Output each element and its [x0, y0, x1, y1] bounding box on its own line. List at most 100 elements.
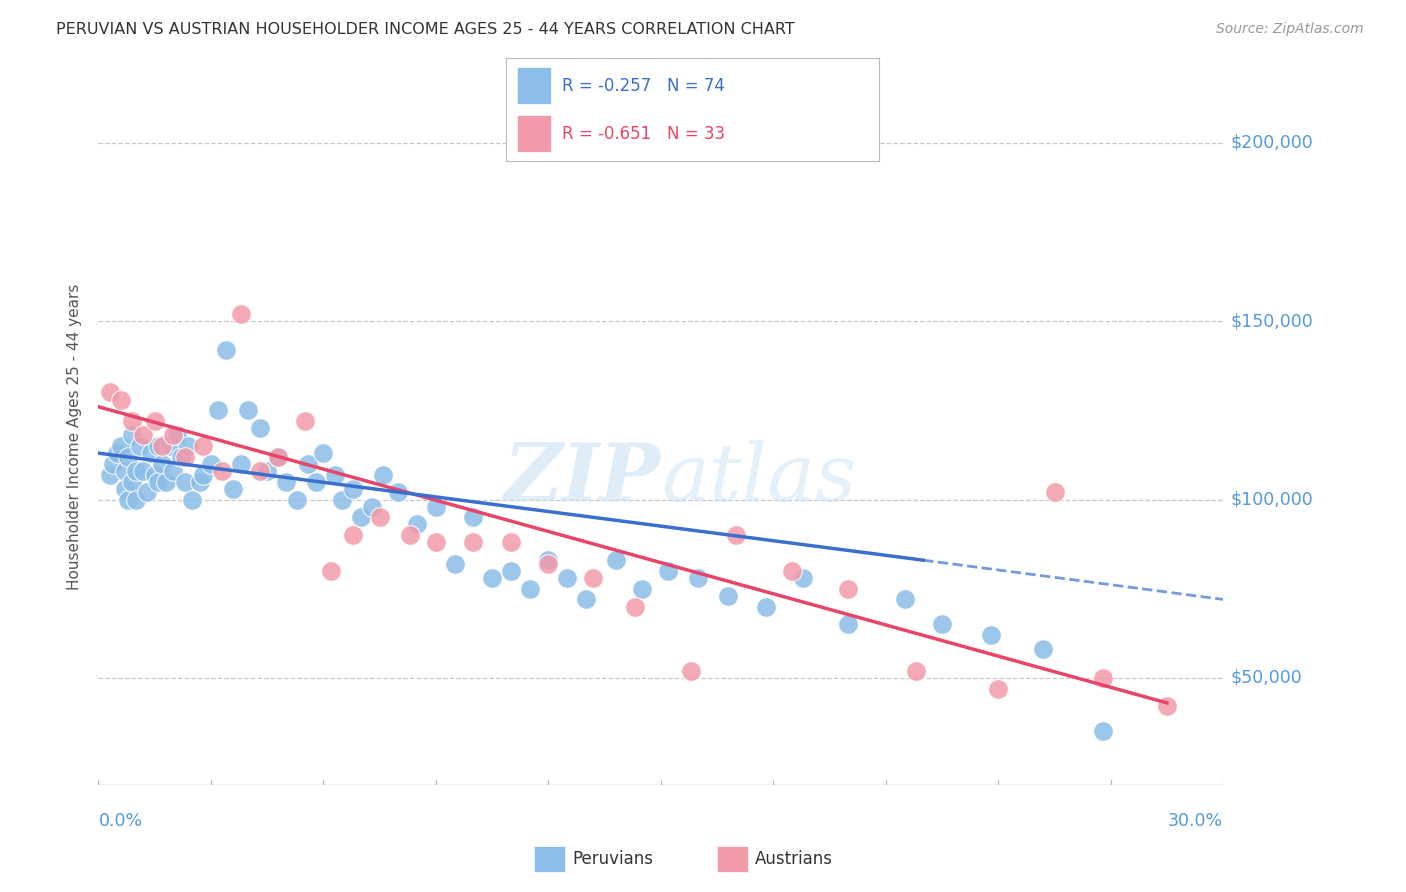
Point — [173, 475, 195, 489]
Point — [361, 500, 384, 514]
Point — [139, 446, 162, 460]
Point — [117, 492, 139, 507]
Point — [724, 528, 747, 542]
Point — [406, 517, 429, 532]
Text: $150,000: $150,000 — [1230, 312, 1313, 330]
Point — [657, 564, 679, 578]
Point — [98, 385, 121, 400]
Point — [121, 414, 143, 428]
Point — [631, 582, 654, 596]
Point — [1043, 485, 1066, 500]
Point — [267, 450, 290, 464]
Text: R = -0.257   N = 74: R = -0.257 N = 74 — [562, 77, 725, 95]
Point — [162, 464, 184, 478]
Point — [143, 467, 166, 482]
Text: PERUVIAN VS AUSTRIAN HOUSEHOLDER INCOME AGES 25 - 44 YEARS CORRELATION CHART: PERUVIAN VS AUSTRIAN HOUSEHOLDER INCOME … — [56, 22, 794, 37]
Point — [103, 457, 125, 471]
Point — [780, 564, 803, 578]
Point — [222, 482, 245, 496]
Point — [238, 403, 260, 417]
Point — [285, 492, 308, 507]
Text: $50,000: $50,000 — [1230, 669, 1302, 687]
Point — [463, 535, 485, 549]
Point — [110, 392, 132, 407]
Point — [305, 475, 328, 489]
Point — [267, 450, 290, 464]
Point — [136, 485, 159, 500]
Text: ZIP: ZIP — [503, 440, 661, 517]
Text: Peruvians: Peruvians — [572, 850, 654, 868]
Point — [837, 617, 859, 632]
Text: $100,000: $100,000 — [1230, 491, 1313, 508]
Point — [207, 403, 229, 417]
Point — [132, 464, 155, 478]
Point — [893, 592, 915, 607]
Point — [125, 492, 148, 507]
Point — [150, 457, 173, 471]
Point — [148, 475, 170, 489]
Point — [980, 628, 1002, 642]
Point — [114, 482, 136, 496]
Point — [330, 492, 353, 507]
Point — [117, 450, 139, 464]
Point — [575, 592, 598, 607]
Point — [443, 557, 465, 571]
FancyBboxPatch shape — [517, 115, 551, 153]
Point — [350, 510, 373, 524]
Text: 0.0%: 0.0% — [98, 812, 142, 830]
Point — [463, 510, 485, 524]
Y-axis label: Householder Income Ages 25 - 44 years: Householder Income Ages 25 - 44 years — [66, 284, 82, 591]
Point — [110, 439, 132, 453]
Text: Austrians: Austrians — [755, 850, 832, 868]
Point — [519, 582, 541, 596]
Point — [121, 475, 143, 489]
Point — [792, 571, 814, 585]
Point — [755, 599, 778, 614]
Point — [499, 535, 522, 549]
Point — [931, 617, 953, 632]
Point — [274, 475, 297, 489]
Point — [166, 428, 188, 442]
Point — [170, 450, 193, 464]
Point — [229, 457, 252, 471]
Point — [132, 428, 155, 442]
Point — [249, 464, 271, 478]
Point — [904, 664, 927, 678]
Point — [188, 475, 211, 489]
Point — [249, 421, 271, 435]
Point — [499, 564, 522, 578]
Point — [1092, 671, 1115, 685]
Point — [679, 664, 702, 678]
Text: $200,000: $200,000 — [1230, 134, 1313, 152]
Point — [200, 457, 222, 471]
Point — [605, 553, 627, 567]
Point — [181, 492, 204, 507]
Point — [98, 467, 121, 482]
Point — [555, 571, 578, 585]
Point — [481, 571, 503, 585]
Point — [368, 510, 391, 524]
Point — [148, 439, 170, 453]
Point — [121, 428, 143, 442]
Text: R = -0.651   N = 33: R = -0.651 N = 33 — [562, 125, 725, 143]
Point — [537, 553, 560, 567]
Point — [125, 464, 148, 478]
Point — [155, 475, 177, 489]
Point — [114, 464, 136, 478]
Point — [211, 464, 233, 478]
Point — [193, 439, 215, 453]
Point — [294, 414, 316, 428]
Point — [162, 428, 184, 442]
Point — [425, 535, 447, 549]
Point — [582, 571, 605, 585]
Point — [717, 589, 740, 603]
Point — [387, 485, 409, 500]
Point — [312, 446, 335, 460]
Point — [177, 439, 200, 453]
Point — [173, 450, 195, 464]
Text: atlas: atlas — [661, 440, 856, 517]
Point — [623, 599, 645, 614]
FancyBboxPatch shape — [517, 67, 551, 104]
Point — [342, 482, 364, 496]
Point — [229, 307, 252, 321]
